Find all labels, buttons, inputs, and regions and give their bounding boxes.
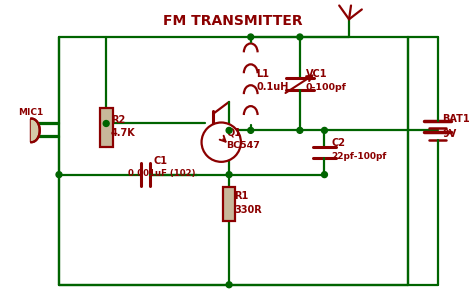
Text: 330R: 330R [234, 205, 262, 215]
Text: VC1: VC1 [306, 69, 327, 79]
Text: R2: R2 [111, 115, 125, 124]
Circle shape [201, 123, 241, 162]
Text: C1: C1 [154, 156, 167, 166]
Circle shape [248, 34, 254, 40]
Circle shape [321, 172, 328, 178]
Bar [223, 187, 236, 221]
Text: 22pf-100pf: 22pf-100pf [331, 152, 387, 161]
Text: BC547: BC547 [226, 141, 260, 150]
Text: MIC1: MIC1 [18, 108, 43, 117]
Text: FM TRANSMITTER: FM TRANSMITTER [163, 14, 303, 28]
Text: L1: L1 [256, 69, 270, 79]
Circle shape [226, 127, 232, 133]
Text: BAT1: BAT1 [442, 113, 470, 124]
Polygon shape [31, 119, 40, 142]
Text: Q1: Q1 [226, 127, 241, 137]
Text: R1: R1 [234, 191, 248, 201]
Text: 0.001uF (102): 0.001uF (102) [128, 169, 195, 178]
Circle shape [297, 34, 303, 40]
Circle shape [56, 172, 62, 178]
Text: 0-100pf: 0-100pf [306, 83, 346, 92]
Text: 0.1uH: 0.1uH [256, 82, 289, 92]
Circle shape [103, 120, 109, 127]
Circle shape [226, 172, 232, 178]
Circle shape [226, 282, 232, 288]
Circle shape [248, 127, 254, 133]
Circle shape [297, 127, 303, 133]
Circle shape [321, 127, 328, 133]
Bar [100, 108, 113, 147]
Text: 9V: 9V [442, 129, 456, 139]
Text: 4.7K: 4.7K [111, 128, 136, 138]
Text: C2: C2 [331, 138, 346, 148]
